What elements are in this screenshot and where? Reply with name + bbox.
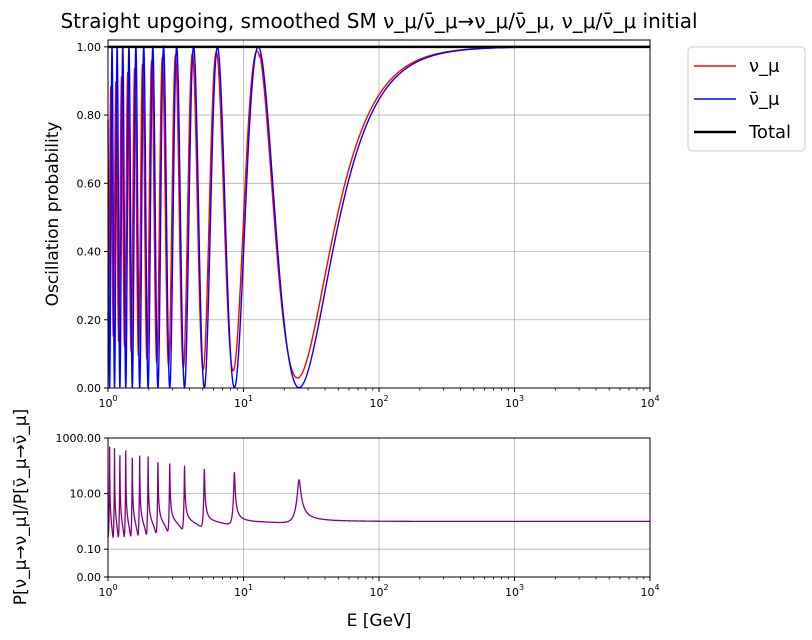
- top-y-tick-label: 0.20: [77, 314, 102, 327]
- top-y-tick-label: 0.60: [77, 177, 102, 190]
- bottom-x-tick-label: 102: [369, 583, 388, 599]
- top-lines: [107, 44, 650, 389]
- top-y-tick-label: 1.00: [77, 41, 102, 54]
- top-chart-title: Straight upgoing, smoothed SM ν_μ/ν̄_μ→ν…: [60, 9, 697, 33]
- bottom-y-tick-label: 0.00: [77, 571, 102, 584]
- bottom-ticks: 100 101 102 103 104 0.00 0.10 10.00 1000.00: [56, 432, 660, 599]
- legend: ν_μ ν̄_μ Total: [687, 46, 806, 152]
- top-x-tick-label: 100: [98, 394, 117, 410]
- bottom-y-axis-label: P[ν_μ→ν_μ]/P[ν̄_μ→ν̄_μ]: [11, 409, 31, 606]
- bottom-x-tick-label: 100: [98, 583, 117, 599]
- bottom-y-tick-label: 0.10: [77, 543, 102, 556]
- top-x-tick-label: 104: [640, 394, 659, 410]
- top-x-tick-label: 102: [369, 394, 388, 410]
- bottom-lines: [107, 446, 650, 540]
- top-x-tick-label: 103: [505, 394, 524, 410]
- legend-box: [687, 46, 806, 152]
- bottom-y-tick-label: 1000.00: [56, 432, 102, 445]
- top-ticks: 100 101 102 103 104 0.00 0.20 0.40 0.60 0.80 1.00: [77, 41, 660, 410]
- bottom-chart: 100 101 102 103 104 0.00 0.10 10.00 1000.00 E [G…: [11, 409, 660, 631]
- bottom-x-axis-label: E [GeV]: [347, 611, 412, 631]
- top-y-tick-label: 0.80: [77, 109, 102, 122]
- ratio-series-line: [107, 446, 650, 540]
- bottom-grid: [107, 437, 651, 578]
- top-chart: Straight upgoing, smoothed SM ν_μ/ν̄_μ→ν…: [43, 9, 698, 410]
- top-x-tick-label: 101: [234, 394, 253, 410]
- top-y-tick-label: 0.00: [77, 382, 102, 395]
- bottom-x-tick-label: 101: [234, 583, 253, 599]
- bottom-x-tick-label: 103: [505, 583, 524, 599]
- legend-label: ν_μ: [749, 56, 780, 77]
- bottom-x-tick-label: 104: [640, 583, 659, 599]
- top-y-axis-label: Oscillation probability: [43, 122, 63, 307]
- legend-items: ν_μ ν̄_μ Total: [694, 56, 791, 143]
- bottom-y-tick-label: 10.00: [70, 488, 102, 501]
- top-y-tick-label: 0.40: [77, 246, 102, 259]
- legend-label: ν̄_μ: [749, 89, 780, 110]
- legend-label: Total: [748, 122, 791, 143]
